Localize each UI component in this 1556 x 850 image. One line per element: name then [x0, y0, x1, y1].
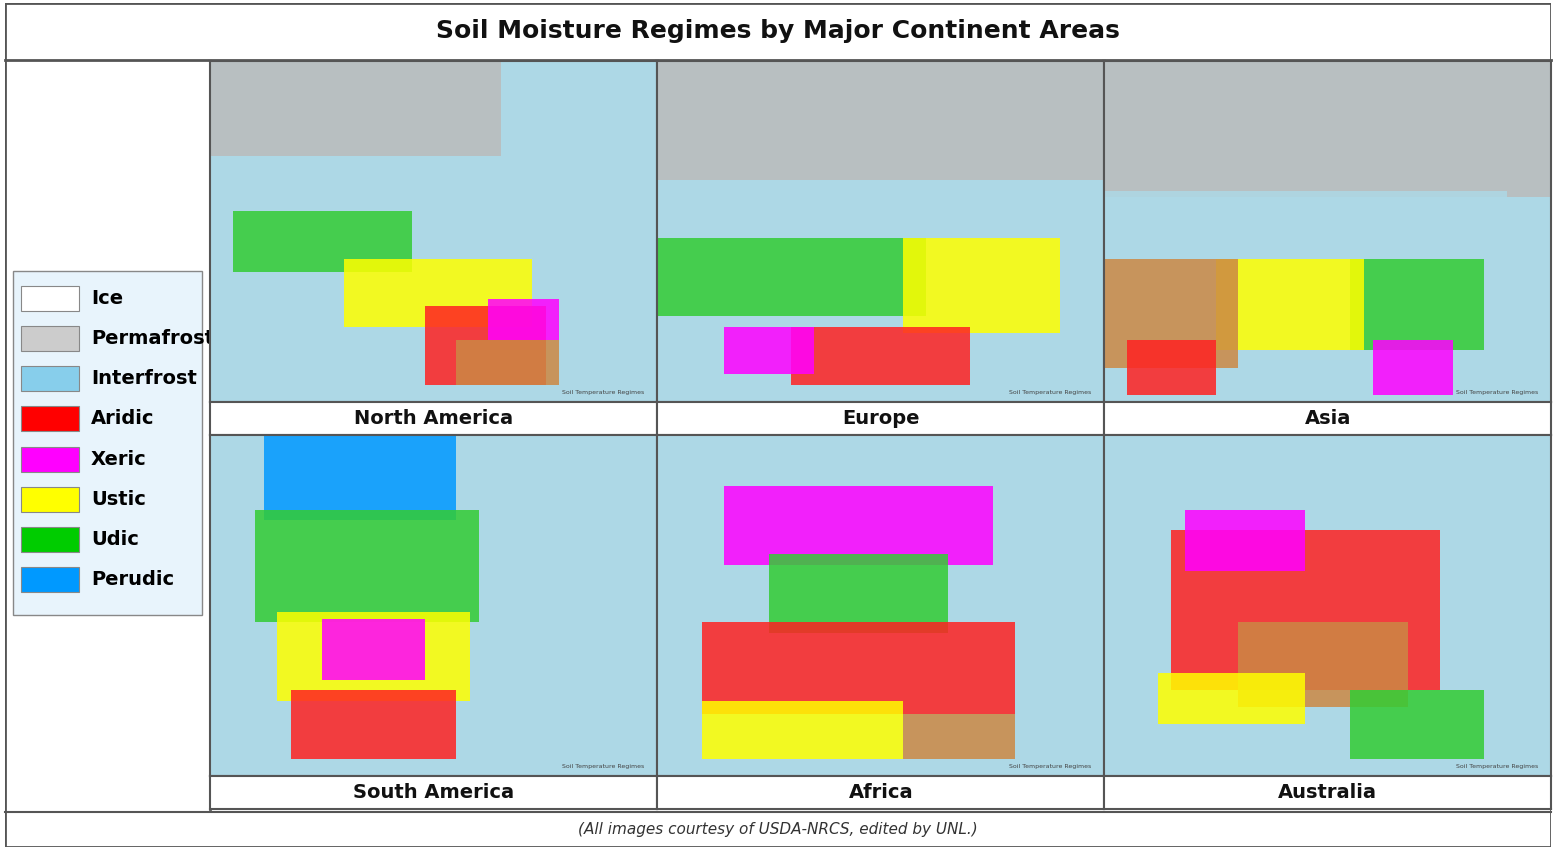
Bar	[22, 366, 79, 391]
Polygon shape	[702, 622, 1015, 714]
Text: Ustic: Ustic	[92, 490, 146, 509]
Text: Africa: Africa	[848, 783, 913, 802]
Polygon shape	[1217, 258, 1363, 350]
Polygon shape	[487, 299, 559, 340]
Polygon shape	[902, 714, 1015, 758]
Text: Ice: Ice	[92, 289, 123, 308]
Polygon shape	[210, 61, 501, 156]
Bar	[22, 446, 79, 472]
Polygon shape	[1239, 622, 1408, 707]
Bar	[22, 326, 79, 351]
Polygon shape	[1184, 510, 1305, 571]
Text: Udic: Udic	[92, 530, 138, 549]
Polygon shape	[277, 612, 470, 700]
Polygon shape	[233, 211, 411, 272]
Polygon shape	[1351, 690, 1484, 758]
Polygon shape	[210, 156, 523, 214]
Polygon shape	[769, 554, 948, 632]
Polygon shape	[1105, 190, 1506, 265]
Polygon shape	[1172, 530, 1439, 690]
Bar	[22, 406, 79, 431]
Polygon shape	[657, 238, 926, 316]
Polygon shape	[725, 326, 814, 374]
Polygon shape	[657, 180, 1015, 248]
Polygon shape	[1158, 673, 1305, 724]
Bar	[22, 527, 79, 552]
Polygon shape	[344, 258, 532, 326]
Text: Soil Temperature Regimes: Soil Temperature Regimes	[1456, 390, 1537, 394]
Polygon shape	[1105, 258, 1239, 367]
Text: Permafrost: Permafrost	[92, 329, 215, 348]
Bar	[22, 286, 79, 311]
Polygon shape	[255, 510, 479, 622]
Polygon shape	[725, 486, 993, 564]
Polygon shape	[702, 700, 902, 758]
Text: Soil Temperature Regimes: Soil Temperature Regimes	[562, 390, 644, 394]
Text: Xeric: Xeric	[92, 450, 146, 468]
Text: Soil Temperature Regimes: Soil Temperature Regimes	[1456, 764, 1537, 768]
Text: Soil Moisture Regimes by Major Continent Areas: Soil Moisture Regimes by Major Continent…	[436, 19, 1120, 42]
Text: South America: South America	[353, 783, 515, 802]
Text: Soil Temperature Regimes: Soil Temperature Regimes	[1008, 390, 1091, 394]
Polygon shape	[1372, 340, 1453, 394]
Text: North America: North America	[355, 409, 513, 428]
Polygon shape	[792, 326, 971, 384]
Text: (All images courtesy of USDA-NRCS, edited by UNL.): (All images courtesy of USDA-NRCS, edite…	[579, 822, 977, 837]
Polygon shape	[657, 61, 1105, 180]
Text: Asia: Asia	[1304, 409, 1351, 428]
Text: Soil Temperature Regimes: Soil Temperature Regimes	[562, 764, 644, 768]
Bar	[12, 270, 202, 615]
Text: Perudic: Perudic	[92, 570, 174, 589]
Polygon shape	[456, 340, 559, 384]
Text: Aridic: Aridic	[92, 410, 154, 428]
Text: Australia: Australia	[1279, 783, 1377, 802]
Polygon shape	[1105, 61, 1551, 197]
Bar	[22, 487, 79, 512]
Polygon shape	[1351, 258, 1484, 350]
Polygon shape	[291, 690, 456, 758]
Polygon shape	[1127, 340, 1217, 394]
Bar	[22, 567, 79, 592]
Text: Europe: Europe	[842, 409, 920, 428]
Text: Soil Temperature Regimes: Soil Temperature Regimes	[1008, 764, 1091, 768]
Polygon shape	[265, 435, 456, 520]
Polygon shape	[322, 619, 425, 680]
Text: Interfrost: Interfrost	[92, 369, 198, 388]
Polygon shape	[425, 306, 546, 384]
Polygon shape	[902, 238, 1060, 333]
